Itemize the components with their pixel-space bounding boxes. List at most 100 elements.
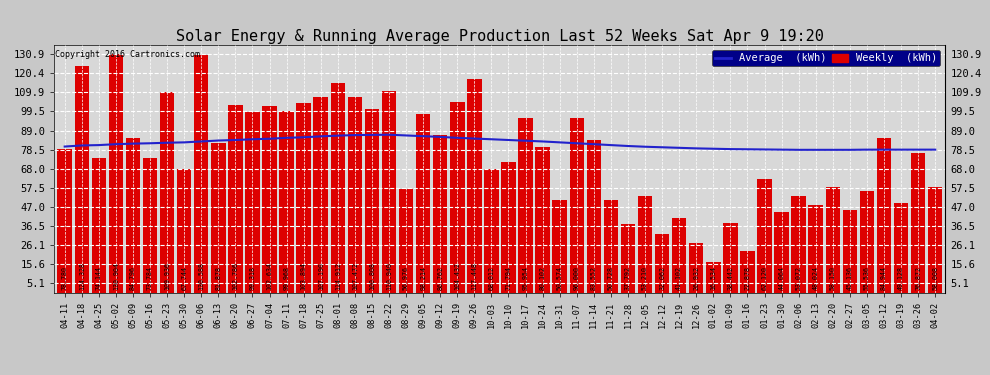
Text: 107.190: 107.190 xyxy=(318,262,324,290)
Text: 71.794: 71.794 xyxy=(506,266,512,290)
Text: 102.786: 102.786 xyxy=(233,262,239,290)
Legend: Average  (kWh), Weekly  (kWh): Average (kWh), Weekly (kWh) xyxy=(712,50,940,66)
Text: 98.214: 98.214 xyxy=(420,266,426,290)
Bar xyxy=(314,98,328,292)
Bar xyxy=(211,144,226,292)
Bar xyxy=(689,243,704,292)
Text: 81.878: 81.878 xyxy=(215,266,222,290)
Text: 99.318: 99.318 xyxy=(249,266,255,290)
Bar xyxy=(569,118,584,292)
Bar xyxy=(928,187,942,292)
Text: 84.944: 84.944 xyxy=(881,266,887,290)
Text: 80.102: 80.102 xyxy=(540,266,545,290)
Text: 110.940: 110.940 xyxy=(386,262,392,290)
Text: 68.012: 68.012 xyxy=(488,266,494,290)
Text: 124.328: 124.328 xyxy=(79,262,85,290)
Text: 16.534: 16.534 xyxy=(710,266,717,290)
Text: 56.976: 56.976 xyxy=(403,266,409,290)
Text: 50.728: 50.728 xyxy=(608,266,614,290)
Text: 117.448: 117.448 xyxy=(471,262,477,290)
Text: 114.912: 114.912 xyxy=(335,262,341,290)
Bar xyxy=(194,55,209,292)
Text: 102.634: 102.634 xyxy=(266,262,272,290)
Text: 67.744: 67.744 xyxy=(181,266,187,290)
Text: 130.904: 130.904 xyxy=(113,262,119,290)
Text: 100.808: 100.808 xyxy=(369,262,375,290)
Text: 26.932: 26.932 xyxy=(693,266,699,290)
Text: 104.432: 104.432 xyxy=(454,262,460,290)
Bar xyxy=(706,262,721,292)
Bar xyxy=(859,191,874,292)
Bar xyxy=(246,112,259,292)
Text: 48.024: 48.024 xyxy=(813,266,819,290)
Bar xyxy=(279,111,294,292)
Bar xyxy=(842,210,857,292)
Text: 22.878: 22.878 xyxy=(744,266,750,290)
Bar xyxy=(877,138,891,292)
Bar xyxy=(433,135,447,292)
Bar xyxy=(296,104,311,292)
Text: 86.762: 86.762 xyxy=(438,266,444,290)
Title: Solar Energy & Running Average Production Last 52 Weeks Sat Apr 9 19:20: Solar Energy & Running Average Productio… xyxy=(176,29,824,44)
Bar xyxy=(399,189,413,292)
Bar xyxy=(741,251,754,292)
Text: 107.472: 107.472 xyxy=(351,262,357,290)
Text: 130.588: 130.588 xyxy=(198,262,204,290)
Text: 62.120: 62.120 xyxy=(761,266,767,290)
Text: 45.136: 45.136 xyxy=(846,266,852,290)
Text: 109.936: 109.936 xyxy=(164,262,170,290)
Bar xyxy=(911,153,926,292)
Bar xyxy=(484,169,499,292)
Bar xyxy=(450,102,464,292)
Text: 95.954: 95.954 xyxy=(523,266,529,290)
Text: 83.552: 83.552 xyxy=(591,266,597,290)
Bar xyxy=(91,158,106,292)
Bar xyxy=(262,106,277,292)
Text: 58.150: 58.150 xyxy=(830,266,836,290)
Text: 55.536: 55.536 xyxy=(864,266,870,290)
Bar xyxy=(331,83,346,292)
Text: 38.442: 38.442 xyxy=(728,266,734,290)
Text: 53.072: 53.072 xyxy=(796,266,802,290)
Bar xyxy=(536,147,549,292)
Bar xyxy=(364,109,379,292)
Text: 74.144: 74.144 xyxy=(96,266,102,290)
Bar xyxy=(723,222,738,292)
Text: 41.102: 41.102 xyxy=(676,266,682,290)
Bar xyxy=(552,201,567,292)
Bar xyxy=(382,91,396,292)
Text: 78.780: 78.780 xyxy=(61,266,67,290)
Bar xyxy=(57,149,72,292)
Bar xyxy=(791,196,806,292)
Text: 53.210: 53.210 xyxy=(643,266,648,290)
Bar xyxy=(604,200,618,292)
Text: 99.968: 99.968 xyxy=(283,266,290,290)
Bar xyxy=(126,138,141,292)
Bar xyxy=(143,158,157,292)
Bar xyxy=(501,162,516,292)
Text: 103.894: 103.894 xyxy=(301,262,307,290)
Bar xyxy=(74,66,89,292)
Bar xyxy=(519,118,533,292)
Bar xyxy=(809,205,823,292)
Bar xyxy=(159,92,174,292)
Text: 44.064: 44.064 xyxy=(778,266,785,290)
Bar xyxy=(621,224,636,292)
Bar xyxy=(109,54,123,292)
Text: Copyright 2016 Cartronics.com: Copyright 2016 Cartronics.com xyxy=(55,50,200,59)
Text: 58.008: 58.008 xyxy=(933,266,939,290)
Bar xyxy=(586,141,601,292)
Bar xyxy=(894,203,909,292)
Text: 84.796: 84.796 xyxy=(130,266,136,290)
Text: 50.574: 50.574 xyxy=(556,266,562,290)
Bar xyxy=(177,169,191,292)
Text: 37.792: 37.792 xyxy=(625,266,631,290)
Bar xyxy=(654,234,669,292)
Bar xyxy=(774,212,789,292)
Bar xyxy=(638,196,652,292)
Bar xyxy=(757,180,772,292)
Bar xyxy=(826,187,841,292)
Bar xyxy=(467,79,481,292)
Text: 32.062: 32.062 xyxy=(659,266,665,290)
Bar xyxy=(416,114,431,292)
